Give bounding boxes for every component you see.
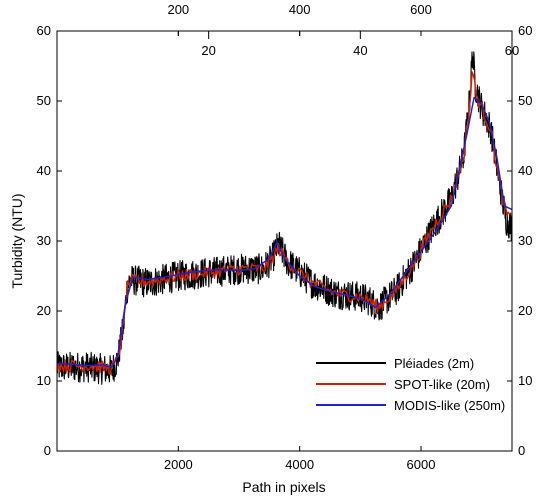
y-tick-label-right: 40 — [518, 163, 532, 178]
y-tick-label-left: 30 — [37, 233, 51, 248]
y-tick-label-right: 20 — [518, 303, 532, 318]
y-tick-label-right: 60 — [518, 23, 532, 38]
x-axis-title: Path in pixels — [242, 479, 325, 495]
y-tick-label-right: 10 — [518, 373, 532, 388]
top-inner-tick-label: 40 — [353, 43, 367, 58]
series-layer — [56, 51, 513, 385]
x-tick-label: 2000 — [164, 457, 193, 472]
plot-frame — [56, 30, 513, 452]
legend-label-2: MODIS-like (250m) — [394, 398, 505, 413]
legend: Pléiades (2m) SPOT-like (20m) MODIS-like (… — [316, 356, 505, 413]
y-tick-label-right: 30 — [518, 233, 532, 248]
top-inner-tick-label: 20 — [201, 43, 215, 58]
y-tick-label-left: 50 — [37, 93, 51, 108]
top-outer-tick-label: 400 — [289, 2, 311, 17]
y-tick-label-left: 20 — [37, 303, 51, 318]
y-tick-label-left: 60 — [37, 23, 51, 38]
y-axis-title: Turbidity (NTU) — [9, 193, 25, 288]
y-tick-label-left: 0 — [44, 443, 51, 458]
series-line-1 — [56, 71, 512, 375]
legend-label-1: SPOT-like (20m) — [394, 377, 490, 392]
series-line-2 — [56, 96, 513, 368]
top-outer-tick-label: 600 — [410, 2, 432, 17]
legend-label-0: Pléiades (2m) — [394, 356, 474, 371]
y-tick-label-left: 40 — [37, 163, 51, 178]
y-tick-label-right: 50 — [518, 93, 532, 108]
x-tick-label: 4000 — [285, 457, 314, 472]
x-tick-label: 6000 — [407, 457, 436, 472]
y-tick-label-right: 0 — [518, 443, 525, 458]
y-tick-label-left: 10 — [37, 373, 51, 388]
top-outer-tick-label: 200 — [167, 2, 189, 17]
